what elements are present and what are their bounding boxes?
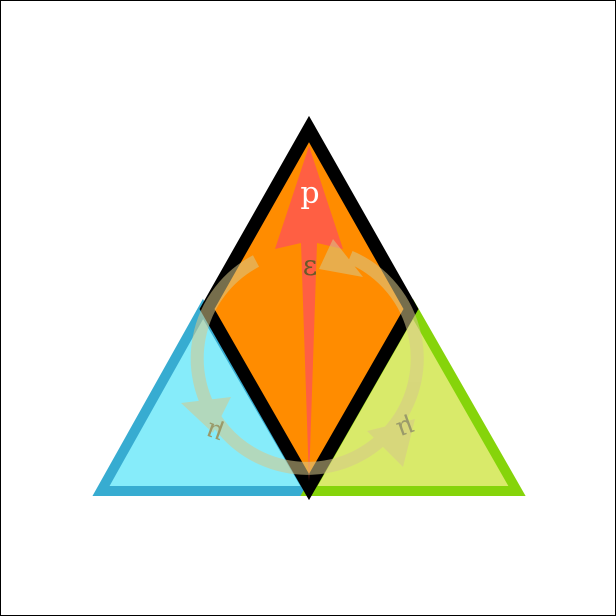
- cycle-arrowhead-right: [367, 419, 415, 467]
- cycle-arrowhead-left: [181, 397, 231, 433]
- label-epsilon: ε: [303, 249, 318, 282]
- label-p: p: [300, 176, 319, 211]
- vertical-arrow: [275, 146, 343, 481]
- cycle-arrowhead-top: [319, 239, 363, 277]
- cycle-arrow: [181, 239, 424, 475]
- cycle-arc: [190, 251, 424, 475]
